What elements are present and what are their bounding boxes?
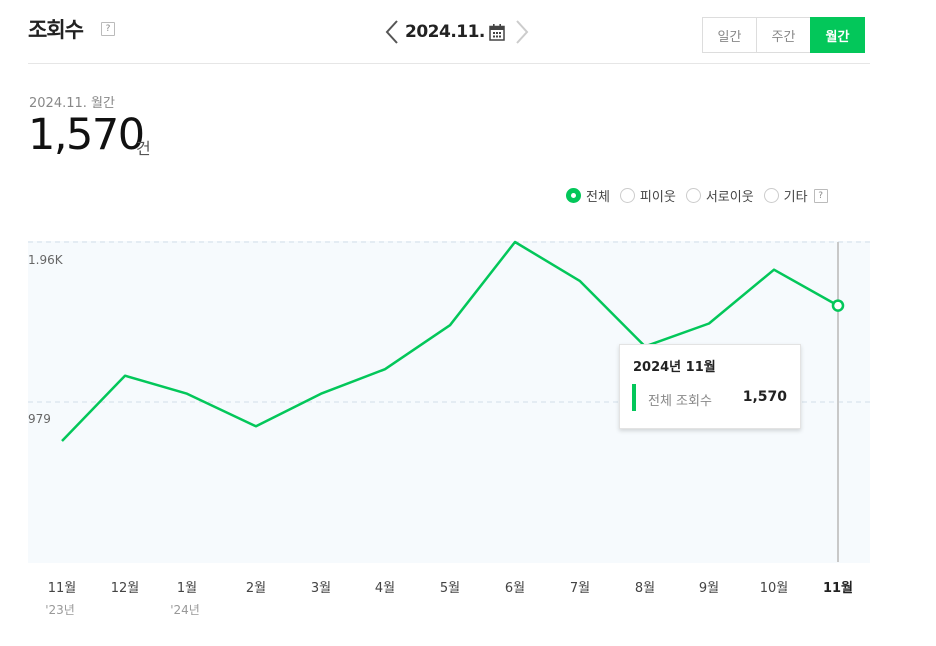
- radio-icon[interactable]: [763, 188, 779, 203]
- chart-tooltip: 2024년 11월 전체 조회수 1,570: [619, 344, 801, 429]
- total-views: 1,570: [28, 110, 145, 160]
- radio-checked-icon[interactable]: [566, 188, 581, 203]
- chevron-left-icon[interactable]: [383, 18, 401, 46]
- x-tick-label: 8월: [634, 581, 656, 596]
- x-tick-label: 9월: [698, 581, 720, 596]
- x-tick-label: 3월: [310, 581, 332, 596]
- filter-all[interactable]: 전체: [566, 186, 610, 205]
- x-tick-label: 12월: [110, 581, 140, 596]
- y-tick-label: 979: [28, 412, 51, 426]
- radio-icon[interactable]: [685, 188, 701, 203]
- x-tick-label: 11월: [822, 581, 854, 596]
- x-tick-label: 6월: [504, 581, 526, 596]
- help-icon[interactable]: ?: [101, 22, 115, 36]
- x-tick-label: 10월: [759, 581, 789, 596]
- filter-label: 기타: [783, 190, 808, 205]
- x-tick-label: 11월: [47, 581, 77, 596]
- period-tabs: 일간 주간 월간: [702, 17, 865, 53]
- x-tick-year-label: '23년: [45, 603, 75, 617]
- radio-icon[interactable]: [619, 188, 635, 203]
- filter-label: 서로이웃: [705, 190, 754, 205]
- filter-mutual-neighbor[interactable]: 서로이웃: [685, 186, 754, 205]
- filter-other[interactable]: 기타: [763, 186, 808, 205]
- filter-label: 피이웃: [639, 190, 676, 205]
- tooltip-value: 1,570: [742, 389, 787, 405]
- tooltip-series-marker: [632, 384, 636, 411]
- chevron-right-icon[interactable]: [513, 18, 531, 46]
- tab-monthly[interactable]: 월간: [810, 17, 865, 53]
- x-tick-label: 2월: [245, 581, 267, 596]
- tab-weekly[interactable]: 주간: [756, 17, 811, 53]
- visitor-filter-group: 전체 피이웃 서로이웃 기타 ?: [566, 186, 828, 205]
- date-navigator: 2024.11.: [383, 17, 531, 47]
- tab-daily[interactable]: 일간: [702, 17, 757, 53]
- summary-period-label: 2024.11. 월간: [29, 96, 115, 111]
- tooltip-label: 전체 조회수: [648, 394, 712, 409]
- header-divider: [28, 63, 870, 64]
- x-tick-label: 5월: [439, 581, 461, 596]
- total-unit: 건: [136, 139, 151, 158]
- series-line: [61, 240, 839, 442]
- tooltip-title: 2024년 11월: [633, 360, 716, 375]
- x-tick-year-label: '24년: [170, 603, 200, 617]
- y-tick-label: 1.96K: [28, 253, 63, 267]
- data-point-highlight: [831, 299, 845, 312]
- filter-neighbor[interactable]: 피이웃: [619, 186, 676, 205]
- calendar-icon[interactable]: [489, 23, 507, 41]
- date-label: 2024.11.: [405, 22, 485, 42]
- x-tick-label: 7월: [569, 581, 591, 596]
- x-tick-label: 4월: [374, 581, 396, 596]
- filter-label: 전체: [586, 190, 610, 205]
- x-tick-label: 1월: [176, 581, 198, 596]
- page-title: 조회수: [28, 18, 84, 42]
- help-icon[interactable]: ?: [813, 188, 828, 203]
